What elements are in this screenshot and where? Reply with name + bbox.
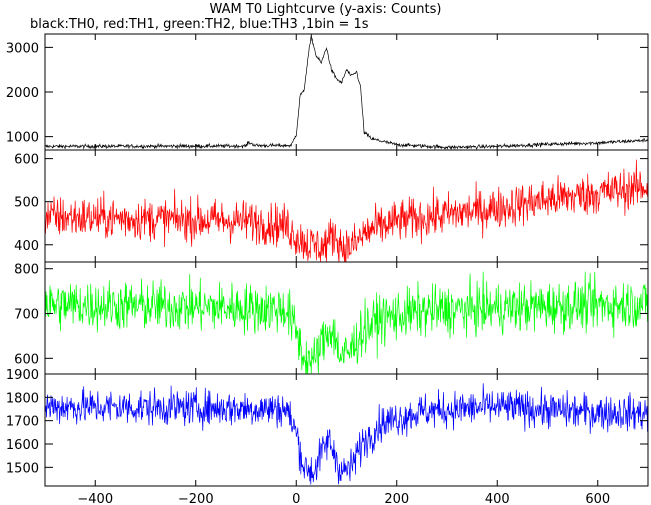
x-tick-label: −200 (178, 492, 214, 505)
y-tick-label-TH3: 1800 (6, 391, 39, 406)
x-tick-label: −400 (77, 492, 113, 505)
y-tick-label-TH3: 1600 (6, 438, 39, 453)
y-tick-label-TH2: 700 (14, 308, 39, 323)
y-tick-label-TH1: 400 (14, 239, 39, 254)
y-tick-label-TH3: 1500 (6, 461, 39, 476)
series-line-TH0 (44, 34, 649, 150)
series-line-TH2 (44, 271, 649, 375)
y-tick-label-TH1: 500 (14, 196, 39, 211)
chart-subtitle: black:TH0, red:TH1, green:TH2, blue:TH3 … (30, 17, 369, 32)
x-tick-label: 200 (384, 492, 409, 505)
x-tick-label: 400 (485, 492, 510, 505)
series-line-TH3 (44, 383, 649, 485)
series-line-TH1 (44, 159, 649, 263)
panel-frame-TH3 (44, 373, 649, 487)
panel-frame-TH2 (44, 261, 649, 375)
y-tick-label-TH2: 600 (14, 352, 39, 367)
chart-title: WAM T0 Lightcurve (y-axis: Counts) (209, 2, 442, 17)
y-tick-label-TH1: 600 (14, 153, 39, 168)
y-tick-label-TH3: 1700 (6, 415, 39, 430)
panel-frame-TH0 (44, 33, 649, 151)
y-tick-label-TH0: 3000 (6, 41, 39, 56)
x-tick-label: 0 (292, 492, 300, 505)
y-tick-label-TH0: 1000 (6, 131, 39, 146)
x-tick-label: 600 (585, 492, 610, 505)
y-tick-label-TH3: 1900 (6, 368, 39, 383)
y-tick-label-TH0: 2000 (6, 86, 39, 101)
y-tick-label-TH2: 800 (14, 263, 39, 278)
